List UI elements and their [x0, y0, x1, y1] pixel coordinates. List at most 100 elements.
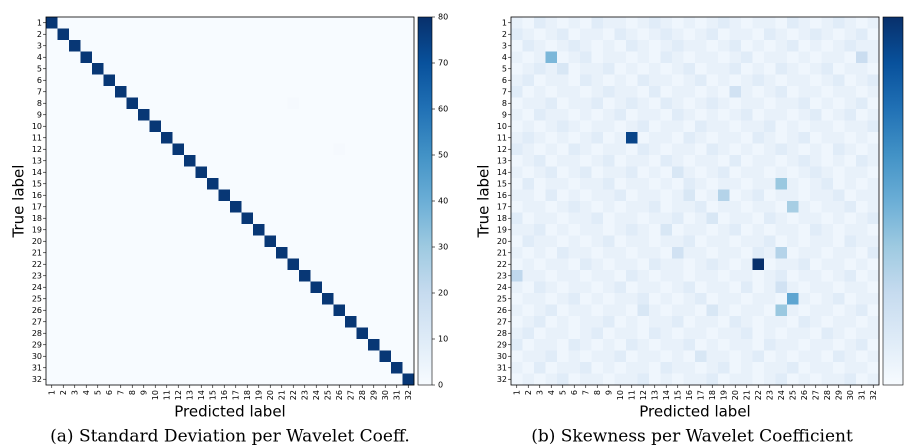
heatmap-cell	[833, 316, 845, 328]
heatmap-cell	[741, 258, 753, 271]
heatmap-cell	[241, 155, 254, 167]
heatmap-cell	[787, 212, 799, 225]
heatmap-cell	[626, 362, 638, 374]
heatmap-cell	[844, 86, 857, 98]
y-tick-label: 5	[502, 64, 507, 73]
heatmap-cell	[241, 270, 254, 282]
heatmap-cell	[867, 293, 880, 305]
heatmap-cell	[752, 327, 765, 340]
heatmap-cell	[649, 17, 661, 29]
heatmap-cell	[391, 109, 403, 121]
heatmap-cell	[184, 316, 196, 328]
heatmap-cell	[345, 28, 357, 41]
heatmap-cell	[218, 74, 231, 87]
heatmap-cell	[522, 86, 535, 98]
y-tick-label: 31	[32, 363, 42, 372]
heatmap-cell	[626, 63, 638, 75]
heatmap-cell	[368, 40, 380, 52]
heatmap-cell	[264, 247, 277, 259]
heatmap-cell	[322, 304, 334, 317]
heatmap-cell	[172, 316, 185, 328]
heatmap-cell	[46, 350, 58, 363]
heatmap-cell	[103, 166, 116, 179]
heatmap-cell	[557, 109, 569, 121]
heatmap-cell	[810, 281, 822, 294]
heatmap-cell	[115, 40, 127, 52]
heatmap-cell	[821, 97, 834, 110]
heatmap-cell	[57, 281, 70, 294]
heatmap-cell	[253, 373, 265, 386]
heatmap-cell	[764, 74, 776, 87]
heatmap-cell	[787, 304, 799, 317]
heatmap-cell	[706, 201, 719, 213]
heatmap-cell	[718, 51, 730, 64]
heatmap-cell	[856, 17, 868, 29]
heatmap-cell	[126, 166, 139, 179]
heatmap-cell	[333, 270, 346, 282]
heatmap-cell	[322, 63, 334, 75]
heatmap-cell	[241, 63, 254, 75]
heatmap-cell	[138, 235, 150, 248]
heatmap-cell	[522, 270, 535, 282]
heatmap-cell	[161, 17, 173, 29]
heatmap-cell	[591, 120, 604, 133]
heatmap-cell	[683, 28, 696, 41]
heatmap-cell	[138, 224, 150, 236]
heatmap-cell	[844, 270, 857, 282]
heatmap-cell	[672, 224, 684, 236]
heatmap-cell	[126, 51, 139, 64]
heatmap-cell	[402, 258, 415, 271]
heatmap-cell	[138, 350, 150, 363]
heatmap-cell	[660, 316, 673, 328]
heatmap-cell	[184, 189, 196, 202]
heatmap-cell	[764, 362, 776, 374]
heatmap-cell	[695, 373, 707, 386]
heatmap-cell	[695, 258, 707, 271]
heatmap-cell	[867, 166, 880, 179]
x-tick-label: 1	[47, 390, 56, 395]
heatmap-cell	[253, 224, 265, 236]
heatmap-cell	[729, 189, 742, 202]
heatmap-cell	[184, 304, 196, 317]
heatmap-cell	[368, 293, 380, 305]
heatmap-cell	[718, 304, 730, 317]
heatmap-cell	[218, 155, 231, 167]
heatmap-cell	[207, 247, 219, 259]
heatmap-cell	[557, 63, 569, 75]
heatmap-cell	[614, 224, 627, 236]
heatmap-cell	[856, 143, 868, 156]
heatmap-cell	[752, 155, 765, 167]
heatmap-cell	[195, 212, 208, 225]
heatmap-cell	[626, 281, 638, 294]
heatmap-cell	[115, 281, 127, 294]
heatmap-cell	[649, 350, 661, 363]
heatmap-cell	[230, 212, 242, 225]
heatmap-cell	[787, 155, 799, 167]
heatmap-cell	[591, 327, 604, 340]
heatmap-cell	[637, 212, 650, 225]
heatmap-cell	[322, 178, 334, 190]
heatmap-cell	[345, 339, 357, 351]
heatmap-cell	[126, 74, 139, 87]
heatmap-cell	[368, 132, 380, 144]
heatmap-cell	[218, 350, 231, 363]
heatmap-cell	[333, 189, 346, 202]
heatmap-cell	[92, 86, 104, 98]
heatmap-cell	[287, 63, 300, 75]
heatmap-cell	[184, 293, 196, 305]
heatmap-cell	[683, 247, 696, 259]
heatmap-cell	[856, 86, 868, 98]
heatmap-cell	[310, 178, 323, 190]
heatmap-cell	[299, 40, 311, 52]
x-tick-label: 4	[82, 390, 91, 395]
heatmap-cell	[637, 120, 650, 133]
heatmap-cell	[683, 132, 696, 144]
heatmap-cell	[299, 189, 311, 202]
heatmap-cell	[310, 63, 323, 75]
x-tick-label: 28	[823, 390, 832, 400]
heatmap-cell	[322, 224, 334, 236]
heatmap-cell	[534, 224, 546, 236]
heatmap-cell	[580, 166, 592, 179]
heatmap-cell	[218, 293, 231, 305]
